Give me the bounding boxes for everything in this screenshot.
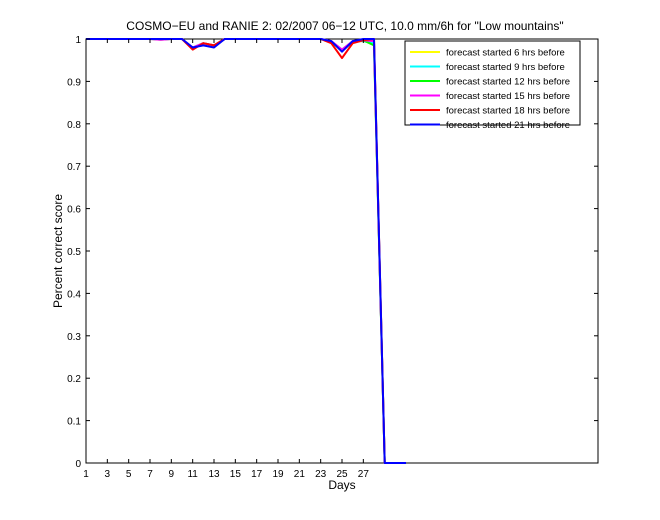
legend-label: forecast started 9 hrs before — [446, 62, 565, 73]
x-tick-label: 21 — [294, 469, 306, 480]
y-tick-label: 0.2 — [67, 374, 81, 385]
series-layer — [86, 38, 406, 464]
y-tick-label: 0.8 — [67, 120, 81, 131]
x-tick-label: 25 — [336, 469, 348, 480]
y-tick-label: 0.5 — [67, 247, 81, 258]
x-axis-label: Days — [328, 478, 355, 492]
x-tick-label: 5 — [126, 469, 132, 480]
y-axis-label: Percent correct score — [51, 194, 65, 308]
y-tick-label: 0 — [75, 459, 81, 470]
x-tick-label: 23 — [315, 469, 327, 480]
x-tick-label: 1 — [83, 469, 89, 480]
legend: forecast started 6 hrs before forecast st… — [404, 40, 581, 131]
x-tick-label: 7 — [147, 469, 153, 480]
legend-label: forecast started 15 hrs before — [446, 91, 570, 102]
legend-label: forecast started 21 hrs before — [446, 120, 570, 131]
x-tick-label: 3 — [105, 469, 111, 480]
x-tick-label: 17 — [251, 469, 263, 480]
x-tick-label: 15 — [230, 469, 242, 480]
y-tick-label: 0.1 — [67, 417, 81, 428]
y-tick-label: 0.6 — [67, 205, 81, 216]
legend-label: forecast started 18 hrs before — [446, 106, 570, 117]
legend-label: forecast started 12 hrs before — [446, 77, 570, 88]
x-tick-label: 19 — [272, 469, 284, 480]
y-tick-label: 0.7 — [67, 162, 81, 173]
series-line-6 — [86, 38, 406, 464]
y-tick-label: 1 — [75, 35, 81, 46]
legend-label: forecast started 6 hrs before — [446, 48, 565, 59]
ticks-layer: 1 3 5 7 9 11 13 15 17 19 21 23 25 2700.10.20.30.40.50… — [67, 35, 598, 480]
chart-title: COSMO−EU and RANIE 2: 02/2007 06−12 UTC,… — [126, 19, 563, 33]
y-tick-label: 0.4 — [67, 289, 81, 300]
x-tick-label: 9 — [169, 469, 175, 480]
x-tick-label: 27 — [358, 469, 370, 480]
x-tick-label: 11 — [187, 469, 198, 480]
x-tick-label: 13 — [208, 469, 220, 480]
y-tick-label: 0.9 — [67, 77, 81, 88]
y-tick-label: 0.3 — [67, 332, 81, 343]
